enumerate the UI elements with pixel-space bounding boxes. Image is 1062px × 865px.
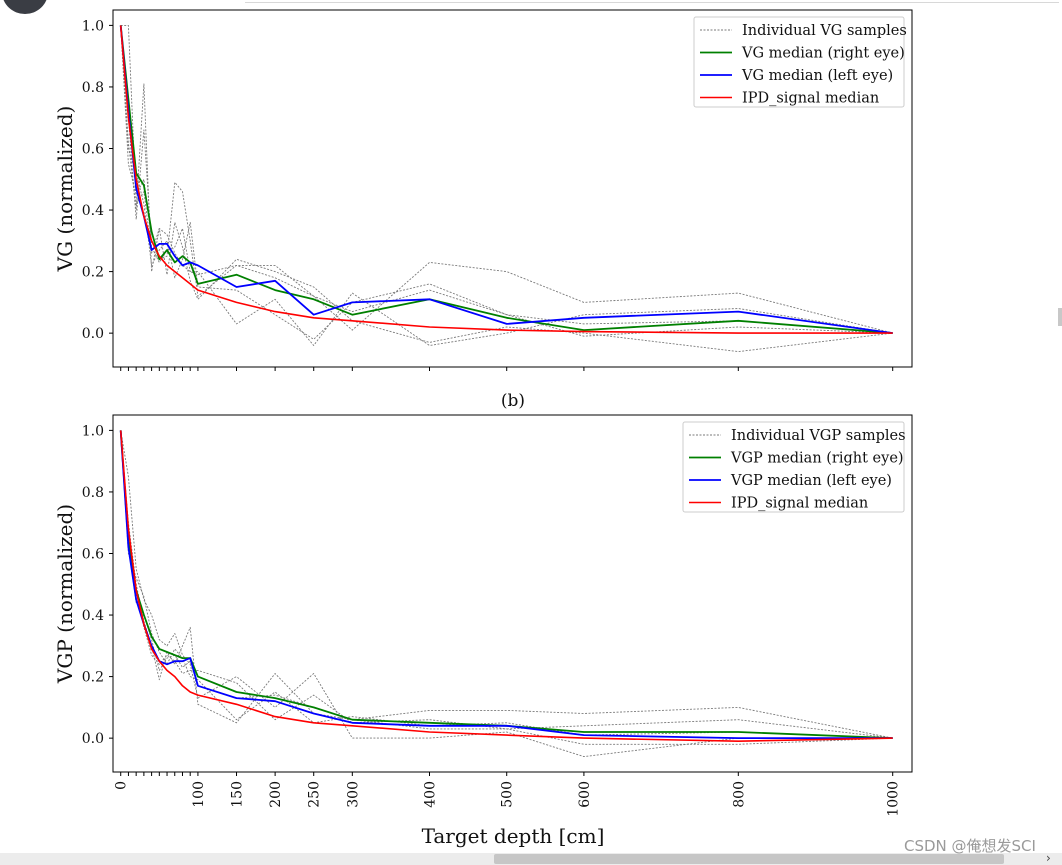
- median-line-red: [119, 25, 893, 334]
- median-line-red: [119, 430, 893, 743]
- legend-label: Individual VGP samples: [731, 428, 906, 444]
- x-tick-label: 150: [230, 781, 246, 808]
- x-tick-label: 100: [191, 781, 207, 808]
- right-edge-handle[interactable]: [1058, 308, 1062, 326]
- legend-box: [693, 16, 905, 108]
- x-tick-label: 800: [731, 781, 747, 808]
- sample-line: [120, 430, 893, 739]
- y-tick-label: 0.4: [82, 203, 104, 219]
- watermark: CSDN @俺想发SCI: [904, 837, 1036, 855]
- legend-label: IPD_signal median: [731, 496, 868, 512]
- scroll-right-arrow-icon[interactable]: ›: [1046, 851, 1051, 865]
- y-tick-label: 0.2: [82, 265, 104, 281]
- y-axis-label: VGP (normalized): [53, 504, 77, 684]
- legend-box: [682, 421, 905, 513]
- y-tick-label: 0.8: [82, 80, 104, 96]
- legend-label: Individual VG samples: [742, 23, 907, 39]
- series-group: [119, 24, 893, 353]
- sample-line: [120, 25, 893, 334]
- x-tick-label: 1000: [886, 781, 902, 817]
- x-tick-label: 200: [268, 781, 284, 808]
- x-tick-label: 300: [345, 781, 361, 808]
- y-axis-label: VG (normalized): [53, 106, 77, 273]
- sample-line: [120, 430, 893, 758]
- sample-line: [120, 24, 893, 353]
- plot-frame: [112, 414, 913, 773]
- x-tick-label: 400: [423, 781, 439, 808]
- x-tick-label: 250: [307, 781, 323, 808]
- top-left-floating-button[interactable]: [2, 0, 48, 14]
- y-tick-label: 1.0: [82, 423, 104, 439]
- x-tick-label: 0: [114, 781, 130, 790]
- x-tick-label: 500: [500, 781, 516, 808]
- y-tick-label: 0.4: [82, 608, 104, 624]
- sample-line: [120, 25, 893, 334]
- y-tick-label: 1.0: [82, 18, 104, 34]
- horizontal-scrollbar-thumb[interactable]: [494, 854, 1004, 864]
- panel-label-b: (b): [501, 391, 525, 411]
- legend-label: VGP median (left eye): [730, 473, 892, 489]
- legend-label: IPD_signal median: [742, 91, 879, 107]
- y-tick-label: 0.8: [82, 485, 104, 501]
- legend-label: VGP median (right eye): [730, 451, 904, 467]
- series-group: [119, 430, 893, 758]
- x-tick-label: 600: [577, 781, 593, 808]
- median-line-green: [119, 25, 893, 334]
- y-tick-label: 0.6: [82, 141, 104, 157]
- y-tick-label: 0.2: [82, 670, 104, 686]
- y-tick-label: 0.6: [82, 546, 104, 562]
- sample-line: [120, 25, 893, 340]
- legend-label: VG median (right eye): [741, 46, 905, 62]
- x-axis-label: Target depth [cm]: [422, 824, 605, 848]
- legend-label: VG median (left eye): [741, 68, 893, 84]
- y-tick-label: 0.0: [82, 326, 104, 342]
- panel-vg: 0.0 0.2 0.4 0.6 0.8 1.0 VG (normalized) Individ…: [53, 9, 913, 371]
- plot-frame: [112, 9, 913, 368]
- top-divider: [245, 2, 1059, 3]
- y-tick-label: 0.0: [82, 731, 104, 747]
- panel-vgp: 0.0 0.2 0.4 0.6 0.8 1.0 0 100 150 200 250 300 400 500…: [53, 414, 913, 817]
